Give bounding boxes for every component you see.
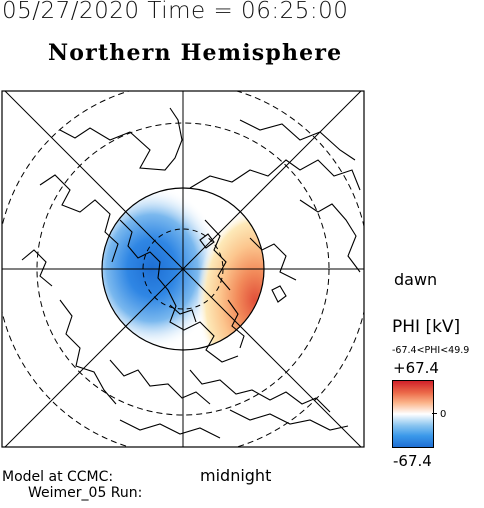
legend-max: +67.4 <box>393 359 439 377</box>
potential-pattern <box>102 188 264 350</box>
hemisphere-title: Northern Hemisphere <box>48 40 343 66</box>
legend-title: PHI [kV] <box>392 317 461 337</box>
legend-range: -67.4<PHI<49.9 <box>392 346 470 356</box>
midnight-label: midnight <box>200 466 272 485</box>
legend-zero-tick <box>432 413 437 414</box>
legend-min: -67.4 <box>393 452 432 470</box>
model-label: Model at CCMC: <box>2 469 114 485</box>
run-label: Weimer_05 Run: <box>28 485 143 501</box>
legend-colorbar <box>392 380 434 448</box>
legend-zero: 0 <box>440 409 447 420</box>
dawn-label: dawn <box>394 270 438 289</box>
map-frame <box>1 90 365 448</box>
meridian-grid <box>2 91 364 447</box>
date-time-header: 05/27/2020 Time = 06:25:00 <box>2 0 349 24</box>
coastlines <box>21 107 361 439</box>
